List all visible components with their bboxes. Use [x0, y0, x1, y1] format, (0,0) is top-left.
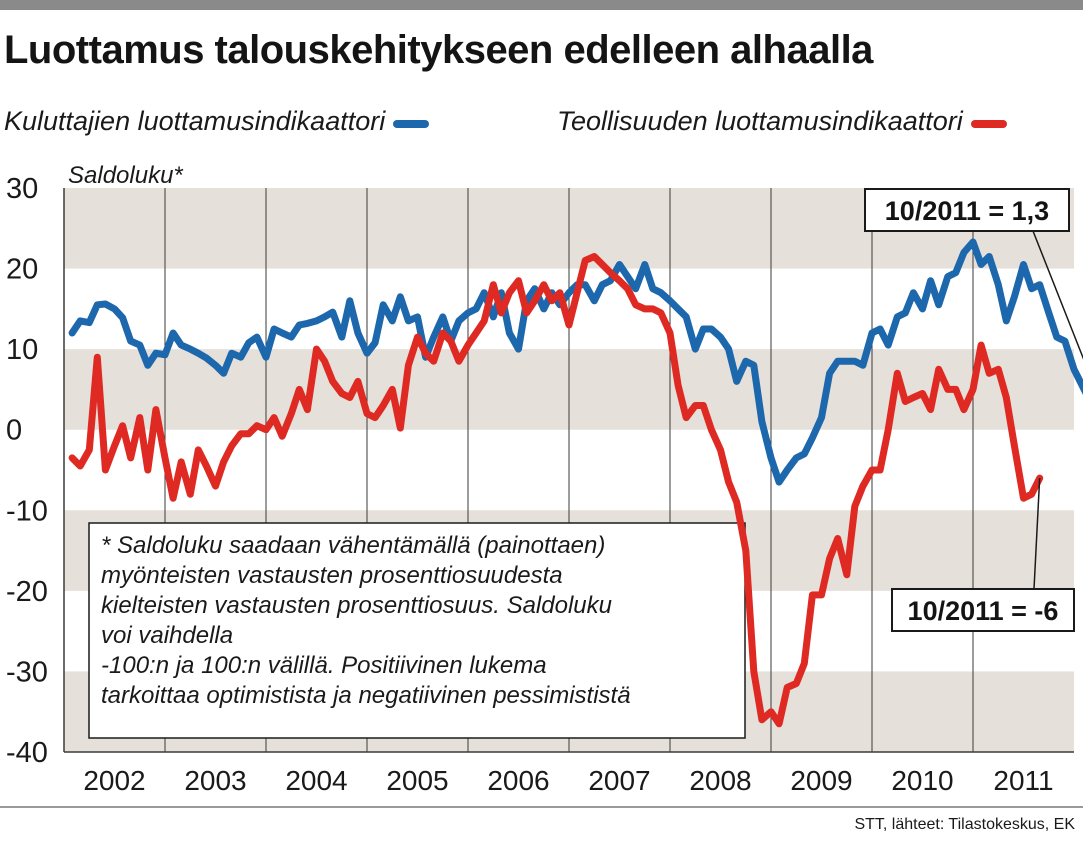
x-tick-label: 2011 — [993, 765, 1053, 796]
y-axis-label: Saldoluku* — [68, 162, 183, 189]
annotation-label: 10/2011 = 1,3 — [885, 196, 1049, 226]
footnote-line: -100:n ja 100:n välillä. Positiivinen lu… — [101, 652, 547, 679]
footer-divider — [0, 806, 1083, 808]
x-tick-label: 2010 — [891, 765, 953, 796]
footnote-line: tarkoittaa optimistista ja negatiivinen … — [101, 682, 631, 709]
legend-consumer-label: Kuluttajien luottamusindikaattori — [4, 106, 386, 136]
y-tick-label: 30 — [6, 173, 38, 205]
top-bar — [0, 0, 1083, 10]
y-tick-label: -20 — [6, 576, 48, 608]
annotation-leader-line — [1032, 230, 1083, 360]
annotation-box — [864, 188, 1070, 232]
footnote-line: * Saldoluku saadaan vähentämällä (painot… — [101, 532, 605, 559]
y-tick-label: 10 — [6, 334, 38, 366]
y-tick-label: -30 — [6, 656, 48, 688]
annotation-box — [891, 588, 1075, 632]
industry-confidence-line — [68, 253, 1044, 728]
legend-industry-label: Teollisuuden luottamusindikaattori — [557, 106, 963, 136]
chart-title: Luottamus talouskehitykseen edelleen alh… — [4, 28, 873, 72]
x-tick-label: 2003 — [184, 765, 246, 796]
x-tick-label: 2006 — [487, 765, 549, 796]
legend-consumer-swatch — [393, 119, 430, 128]
y-tick-label: -10 — [6, 495, 48, 527]
footnote-line: voi vaihdella — [101, 622, 233, 649]
footnote-line: myönteisten vastausten prosenttiosuudest… — [101, 562, 563, 589]
x-tick-label: 2009 — [790, 765, 852, 796]
annotation-label: 10/2011 = -6 — [908, 596, 1059, 626]
footnote-box — [88, 522, 746, 739]
y-tick-label: -40 — [6, 737, 48, 769]
legend-consumer: Kuluttajien luottamusindikaattori — [4, 106, 430, 137]
legend-industry: Teollisuuden luottamusindikaattori — [557, 106, 1007, 137]
y-tick-label: 20 — [6, 254, 38, 286]
y-tick-label: 0 — [6, 415, 22, 447]
footnote-line: kielteisten vastausten prosenttiosuus. S… — [101, 592, 612, 619]
x-tick-label: 2008 — [689, 765, 751, 796]
x-tick-label: 2005 — [386, 765, 448, 796]
x-tick-label: 2002 — [83, 765, 145, 796]
legend-industry-swatch — [970, 119, 1007, 128]
x-tick-label: 2004 — [285, 765, 347, 796]
x-tick-label: 2007 — [588, 765, 650, 796]
consumer-confidence-line — [68, 238, 1083, 486]
annotation-leader-line — [1033, 478, 1041, 590]
source-credit: STT, lähteet: Tilastokeskus, EK — [854, 816, 1075, 833]
